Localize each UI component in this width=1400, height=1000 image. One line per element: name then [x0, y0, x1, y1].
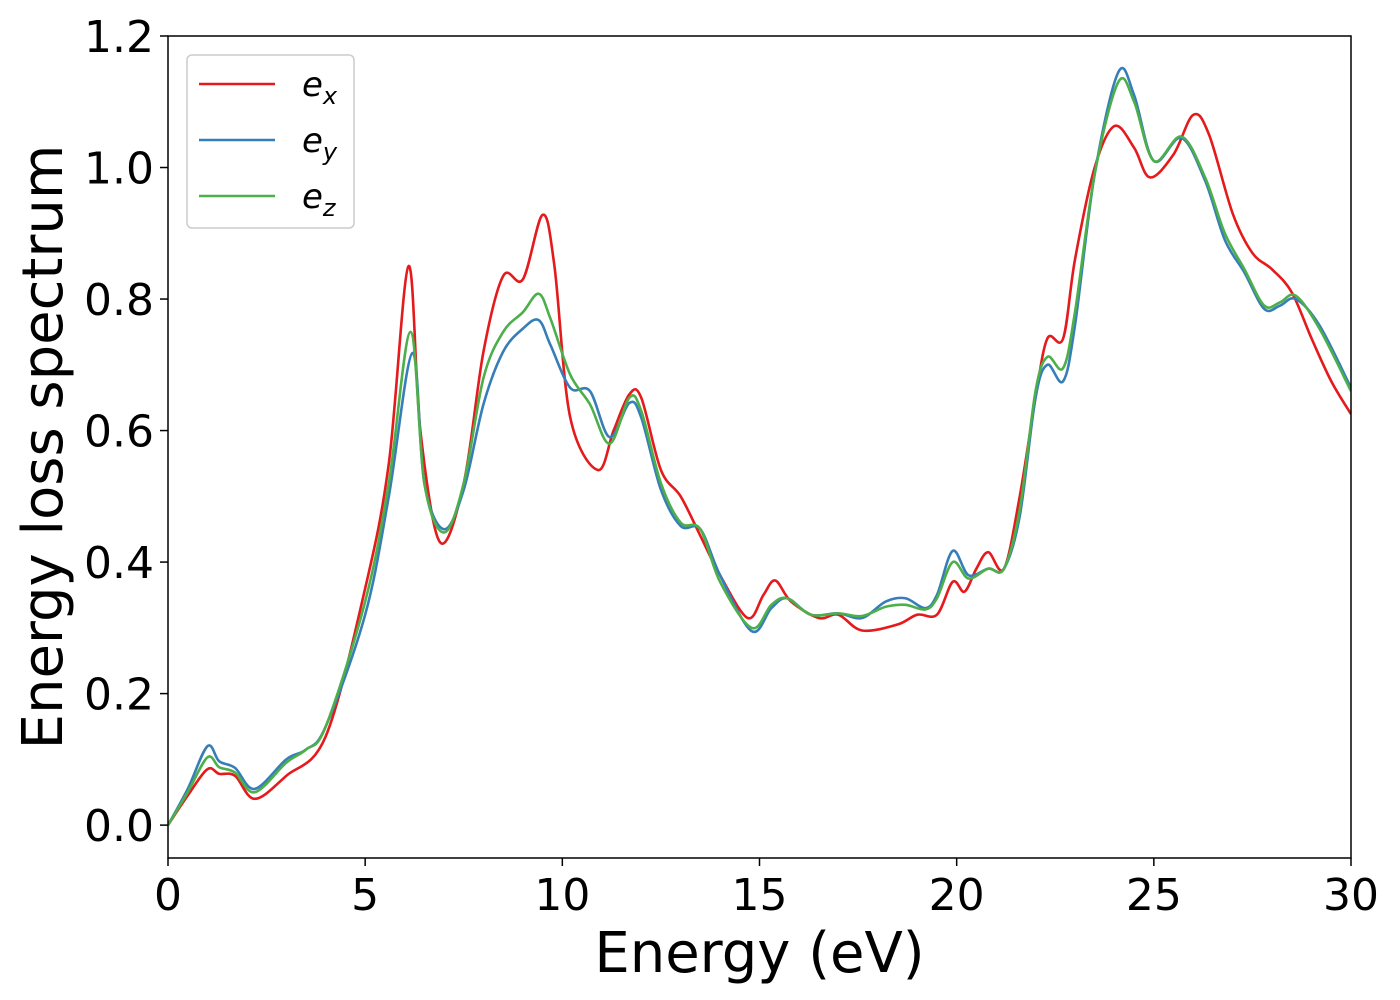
x-tick-label: 10 — [534, 870, 590, 921]
x-tick-label: 15 — [732, 870, 788, 921]
series-line-ex — [168, 112, 1351, 826]
legend-label-ey: ey — [302, 121, 338, 166]
ticks-layer: 0 5 10 15 20 25 30 0.0 0.2 0.4 0.6 0.8 1.0 1.2 — [84, 12, 1379, 921]
y-tick-label: 0.2 — [84, 670, 154, 721]
legend-label-subscript: z — [322, 194, 337, 222]
legend-label-subscript: x — [322, 82, 338, 110]
legend-box — [186, 54, 355, 229]
y-tick-label: 1.0 — [84, 144, 154, 195]
y-axis-title: Energy loss spectrum — [11, 145, 76, 750]
series-line-ez — [168, 76, 1351, 826]
x-axis-title: Energy (eV) — [594, 921, 924, 986]
y-tick-label: 1.2 — [84, 12, 154, 63]
legend-label-base: e — [302, 177, 323, 217]
series-line-ey — [168, 66, 1351, 826]
x-tick-label: 25 — [1126, 870, 1182, 921]
legend-label-ez: ez — [302, 177, 337, 222]
x-tick-label: 30 — [1323, 870, 1379, 921]
y-tick-label: 0.0 — [84, 801, 154, 852]
y-tick-label: 0.4 — [84, 538, 154, 589]
legend-label-base: e — [302, 121, 323, 161]
y-tick-label: 0.6 — [84, 407, 154, 458]
legend-label-base: e — [302, 65, 323, 105]
series-layer — [168, 66, 1351, 826]
y-tick-label: 0.8 — [84, 275, 154, 326]
x-tick-label: 0 — [154, 870, 182, 921]
legend-label-ex: ex — [302, 65, 338, 110]
x-tick-label: 20 — [929, 870, 985, 921]
legend-label-subscript: y — [322, 138, 338, 166]
x-tick-label: 5 — [351, 870, 379, 921]
